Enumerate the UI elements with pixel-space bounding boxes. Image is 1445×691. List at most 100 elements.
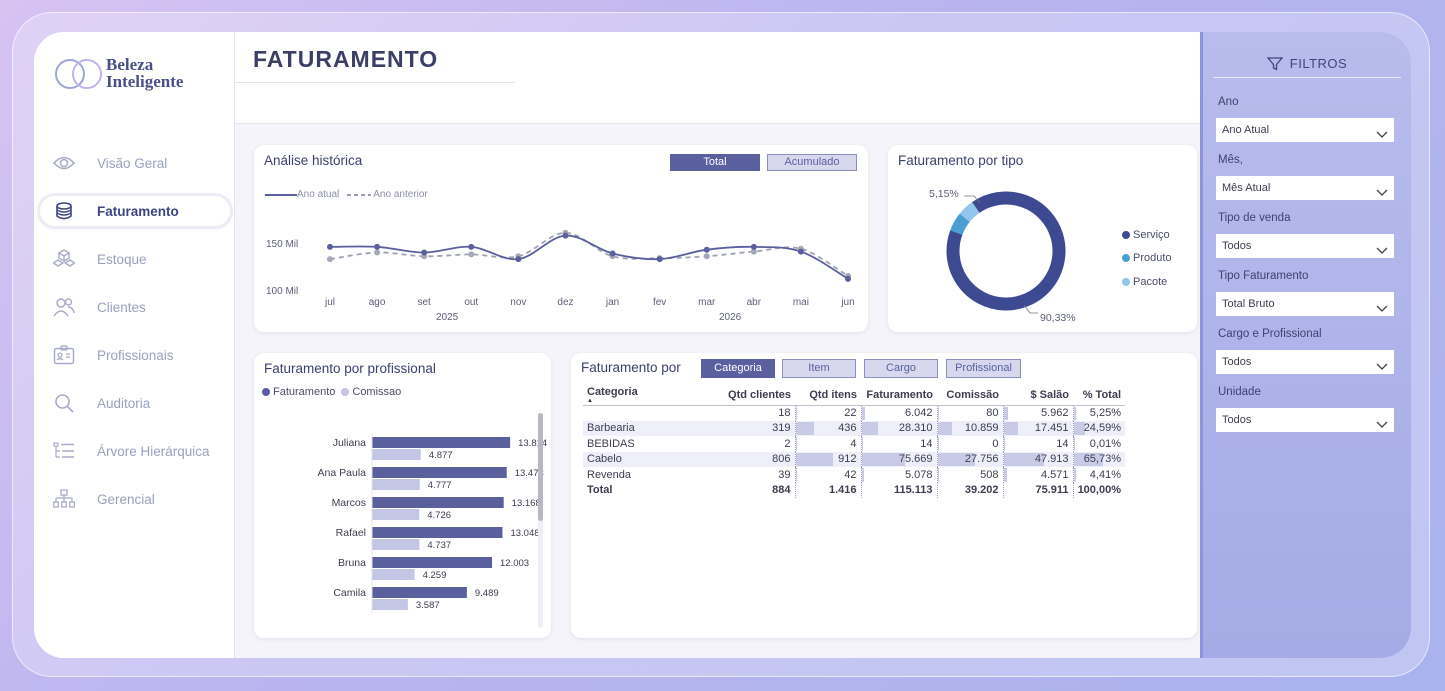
- profissional-card: Faturamento por profissional Faturamento…: [254, 353, 551, 638]
- cell-value: 4,41%: [1089, 468, 1121, 481]
- x-tick-fev: fev: [653, 297, 666, 308]
- chevron-down-icon: [1376, 182, 1388, 206]
- bar-comissao-bruna: [372, 569, 415, 580]
- tipo-title: Faturamento por tipo: [898, 153, 1024, 168]
- org-chart-icon: [52, 489, 76, 509]
- sidebar-item-label: Profissionais: [97, 347, 174, 363]
- data-bar: [861, 468, 865, 482]
- column-header-comissao[interactable]: Comissão: [937, 385, 1003, 406]
- column-header-qtd-clientes[interactable]: Qtd clientes: [703, 385, 795, 406]
- cell-categoria: Total: [583, 483, 703, 499]
- cell-total: 100,00%: [1072, 482, 1125, 498]
- sidebar-item-faturamento[interactable]: Faturamento: [40, 196, 230, 226]
- sidebar-item-auditoria[interactable]: Auditoria: [40, 388, 230, 418]
- filter-select-unidade[interactable]: Todos: [1216, 408, 1394, 432]
- cell-value: Barbearia: [587, 422, 635, 435]
- cell-value: BEBIDAS: [587, 437, 635, 450]
- legend-label: Produto: [1133, 252, 1172, 265]
- cell-qtd-itens: 4: [794, 436, 861, 452]
- tabela-card: Faturamento por Categoria Item Cargo Pro…: [571, 353, 1197, 638]
- cell-value: 115.113: [893, 484, 933, 497]
- dashboard: Beleza Inteligente Visão Geral Faturament…: [34, 32, 1411, 658]
- legend-dot-icon: [1122, 254, 1130, 263]
- tab-categoria[interactable]: Categoria: [701, 359, 775, 378]
- column-header-qtd-itens[interactable]: Qtd itens: [795, 385, 861, 406]
- x-tick-jul: jul: [324, 297, 335, 308]
- sidebar-item-clientes[interactable]: Clientes: [40, 292, 230, 322]
- sidebar-item-label: Árvore Hierárquica: [97, 443, 210, 459]
- table-row[interactable]: Revenda 39 42 5.078 508 4.571 4,41%: [583, 467, 1125, 483]
- cell-faturamento: 115.113: [860, 482, 937, 498]
- coins-icon: [52, 201, 76, 221]
- data-bar: [795, 437, 797, 451]
- filter-select-tipo-faturamento[interactable]: Total Bruto: [1216, 292, 1394, 316]
- filter-label-tipo-faturamento: Tipo Faturamento: [1218, 270, 1309, 282]
- filter-value: Todos: [1222, 356, 1252, 368]
- sidebar-item-label: Auditoria: [97, 395, 151, 411]
- tree-list-icon: [52, 441, 76, 461]
- series-line-ano-anterior: [329, 231, 849, 277]
- total-button[interactable]: Total: [670, 154, 760, 171]
- sidebar-item-label: Estoque: [97, 251, 147, 267]
- dashed-line-icon: [347, 193, 372, 196]
- cell-categoria: [583, 405, 703, 421]
- x-tick-jun: jun: [840, 297, 854, 308]
- filter-select-cargo-e-profissional[interactable]: Todos: [1216, 350, 1394, 374]
- data-bar: [795, 452, 834, 466]
- cell-value: 319: [772, 422, 791, 435]
- filter-value: Mês Atual: [1222, 182, 1271, 194]
- cell-salao: 17.451: [1002, 420, 1073, 436]
- column-header-total[interactable]: % Total: [1073, 385, 1125, 406]
- cell-value: 806: [772, 453, 791, 466]
- cell-value: 75.669: [898, 453, 933, 466]
- cell-value: 22: [844, 407, 857, 419]
- bar-faturamento-camila: [372, 587, 467, 598]
- comissao-dot-icon: [341, 388, 350, 396]
- acumulado-button[interactable]: Acumulado: [767, 154, 857, 171]
- table-row[interactable]: BEBIDAS 2 4 14 0 14 0,01%: [583, 436, 1125, 452]
- eye-icon: [52, 153, 76, 173]
- faturamento-table: Categoria ▲ Qtd clientes Qtd itens Faturamen…: [583, 385, 1125, 498]
- filter-select-ano[interactable]: Ano Atual: [1216, 118, 1394, 142]
- cell-comissao: 27.756: [936, 451, 1003, 467]
- sidebar-item-gerencial[interactable]: Gerencial: [40, 484, 230, 514]
- x-tick-abr: abr: [747, 297, 762, 308]
- bar-faturamento-rafael: [372, 527, 503, 538]
- sidebar-item-visao-geral[interactable]: Visão Geral: [40, 148, 230, 178]
- category-label-ana-paula: Ana Paula: [318, 467, 367, 479]
- filter-select-tipo-de-venda[interactable]: Todos: [1216, 234, 1394, 258]
- tab-profissional[interactable]: Profissional: [946, 359, 1021, 378]
- legend-dot-icon: [1122, 230, 1130, 239]
- data-bar: [937, 437, 939, 451]
- cell-salao: 5.962: [1002, 405, 1073, 421]
- sidebar-item-profissionais[interactable]: Profissionais: [40, 340, 230, 370]
- filter-select-mes[interactable]: Mês Atual: [1216, 176, 1394, 200]
- x-tick-mai: mai: [793, 297, 809, 308]
- bar-faturamento-juliana: [372, 437, 511, 448]
- sidebar-item-arvore-hierarquica[interactable]: Árvore Hierárquica: [40, 436, 230, 466]
- point-ano-atual-dez: [562, 232, 569, 239]
- cell-value: 39.202: [964, 484, 999, 497]
- column-header-salao[interactable]: $ Salão: [1003, 385, 1073, 406]
- table-row[interactable]: Barbearia 319 436 28.310 10.859 17.451 24,59%: [583, 420, 1125, 436]
- column-header-faturamento[interactable]: Faturamento: [861, 385, 937, 406]
- tabela-title: Faturamento por: [581, 360, 681, 375]
- cell-comissao: 0: [936, 436, 1003, 452]
- sidebar-item-estoque[interactable]: Estoque: [40, 244, 230, 274]
- table-row[interactable]: 18 22 6.042 80 5.962 5,25%: [583, 405, 1125, 421]
- cell-value: 436: [838, 422, 857, 435]
- tab-cargo[interactable]: Cargo: [864, 359, 938, 378]
- scrollbar-thumb[interactable]: [538, 413, 543, 521]
- cell-value: 10.859: [964, 422, 999, 435]
- table-row[interactable]: Cabelo 806 912 75.669 27.756 47.913 65,73%: [583, 451, 1125, 467]
- value-faturamento-ana-paula: 13.473: [515, 468, 544, 479]
- column-header-categoria[interactable]: Categoria ▲: [583, 385, 703, 406]
- label-leader-small: [964, 195, 981, 204]
- cell-value: 5.078: [904, 468, 933, 481]
- filter-value: Todos: [1222, 414, 1252, 426]
- profissional-legend: Faturamento Comissao: [262, 386, 401, 398]
- table-total-row[interactable]: Total 884 1.416 115.113 39.202 75.911 100,00%: [583, 482, 1125, 499]
- scrollbar-track[interactable]: [538, 413, 543, 628]
- tab-item[interactable]: Item: [782, 359, 856, 378]
- legend-label: Serviço: [1133, 228, 1170, 241]
